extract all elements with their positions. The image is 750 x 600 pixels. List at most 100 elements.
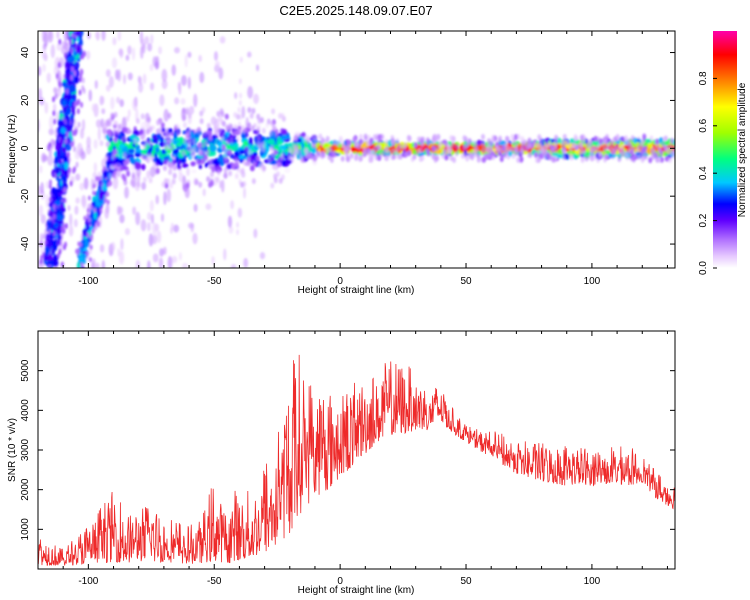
heatmap-cell xyxy=(329,157,334,164)
heatmap-cell xyxy=(178,252,182,261)
heatmap-cell xyxy=(431,145,436,152)
heatmap-cell xyxy=(221,120,226,127)
heatmap-cell xyxy=(253,93,259,105)
heatmap-cell xyxy=(84,240,89,248)
heatmap-cell xyxy=(592,154,597,161)
heatmap-cell xyxy=(147,221,151,232)
heatmap-cell xyxy=(108,76,114,88)
heatmap-cell xyxy=(96,221,100,227)
heatmap-cell xyxy=(170,222,174,231)
heatmap-cell xyxy=(220,135,225,142)
heatmap-cell xyxy=(475,151,480,158)
heatmap-cell xyxy=(187,76,191,90)
heatmap-cell xyxy=(232,130,237,137)
heatmap-cell xyxy=(34,249,37,255)
heatmap-cell xyxy=(83,215,87,221)
heatmap-cell xyxy=(50,44,56,59)
heatmap-cell xyxy=(369,154,374,161)
heatmap-cell xyxy=(57,187,62,195)
heatmap-cell xyxy=(505,143,510,150)
heatmap-cell xyxy=(171,154,176,161)
heatmap-cell xyxy=(57,232,61,241)
heatmap-cell xyxy=(558,148,563,155)
heatmap-cell xyxy=(102,170,108,179)
heatmap-cell xyxy=(48,179,52,186)
heatmap-cell xyxy=(386,151,391,158)
heatmap-cell xyxy=(86,224,90,232)
heatmap-cell xyxy=(267,157,272,164)
heatmap-cell xyxy=(80,101,84,108)
heatmap-cell xyxy=(369,137,374,144)
snr-ytick-label: 3000 xyxy=(20,438,31,461)
heatmap-cell xyxy=(510,146,515,153)
heatmap-cell xyxy=(93,211,97,221)
heatmap-cell xyxy=(256,64,260,72)
heatmap-cell xyxy=(583,136,588,143)
heatmap-cell xyxy=(160,122,165,129)
heatmap-cell xyxy=(45,194,49,208)
snr-series-line xyxy=(38,354,675,566)
heatmap-cell xyxy=(521,143,526,150)
heatmap-cell xyxy=(67,156,71,163)
heatmap-cell xyxy=(110,96,115,110)
heatmap-cell xyxy=(47,154,54,166)
heatmap-cell xyxy=(647,142,653,150)
heatmap-cell xyxy=(131,47,136,61)
heatmap-cell xyxy=(394,148,399,155)
heatmap-cell xyxy=(392,153,397,160)
heatmap-cell xyxy=(247,149,252,156)
heatmap-cell xyxy=(173,124,178,131)
heatmap-cell xyxy=(121,136,126,143)
heatmap-cell xyxy=(166,188,171,203)
heatmap-cell xyxy=(52,103,57,113)
heatmap-cell xyxy=(52,259,59,267)
heatmap-cell xyxy=(617,156,622,163)
heatmap-cell xyxy=(148,139,153,146)
heatmap-cell xyxy=(43,255,50,262)
heatmap-cell xyxy=(182,262,188,268)
heatmap-cell xyxy=(516,133,521,140)
heatmap-cell xyxy=(383,154,388,161)
heatmap-cell xyxy=(132,129,139,136)
heatmap-cell xyxy=(126,170,131,177)
heatmap-cell xyxy=(358,133,363,140)
heatmap-cell xyxy=(171,64,177,76)
heatmap-cell xyxy=(181,163,189,168)
heatmap-cell xyxy=(150,34,154,45)
heatmap-cell xyxy=(70,47,74,54)
heatmap-cell xyxy=(73,218,78,228)
heatmap-cell xyxy=(640,156,645,163)
heatmap-cell xyxy=(340,155,345,162)
heatmap-cell xyxy=(142,143,147,150)
heatmap-cell xyxy=(168,137,173,144)
heatmap-cell xyxy=(338,135,343,142)
heatmap-cell xyxy=(215,176,220,183)
heatmap-cell xyxy=(111,57,118,69)
heatmap-cell xyxy=(159,248,165,257)
heatmap-cell xyxy=(85,145,92,155)
colorbar-tick-label: 0.6 xyxy=(698,118,709,132)
heatmap-cell xyxy=(99,181,104,188)
heatmap-cell xyxy=(62,223,66,230)
heatmap-cell xyxy=(58,119,65,129)
heatmap-cell xyxy=(79,73,83,80)
heatmap-cell xyxy=(672,153,675,160)
heatmap-cell xyxy=(108,131,113,138)
heatmap-cell xyxy=(199,150,204,157)
heatmap-cell xyxy=(297,138,302,144)
colorbar-ticks: 0.00.20.40.60.8 xyxy=(698,71,717,275)
heatmap-cell xyxy=(199,71,205,84)
heatmap-cell xyxy=(107,120,112,127)
heatmap-cell xyxy=(74,205,79,215)
heatmap-cell xyxy=(69,213,73,227)
heatmap-cell xyxy=(198,164,203,169)
heatmap-cell xyxy=(44,101,49,114)
heatmap-cell xyxy=(545,142,550,149)
heatmap-cell xyxy=(358,138,363,145)
heatmap-cell xyxy=(124,228,130,236)
heatmap-cell xyxy=(125,115,130,122)
heatmap-cell xyxy=(122,152,127,159)
heatmap-cell xyxy=(168,132,173,139)
heatmap-cell xyxy=(214,60,221,68)
